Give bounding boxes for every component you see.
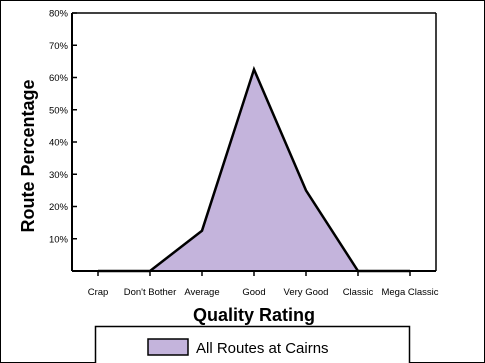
y-tick-label: 20%	[49, 202, 69, 213]
plot-area	[71, 12, 437, 273]
x-tick-label: Average	[184, 287, 219, 298]
y-tick-label: 80%	[49, 9, 69, 20]
y-tick-label: 70%	[49, 41, 69, 52]
legend-label: All Routes at Cairns	[196, 340, 329, 357]
y-tick-label: 40%	[49, 138, 69, 149]
y-tick-label: 30%	[49, 170, 69, 181]
x-tick-label: Very Good	[284, 287, 329, 298]
series-area-fill	[98, 69, 410, 271]
x-axis-ticks: Crap Don't Bother Average Good Very Good Clas…	[88, 271, 439, 298]
x-tick-label: Don't Bother	[124, 287, 177, 298]
y-tick-label: 10%	[49, 234, 69, 245]
x-axis-title: Quality Rating	[193, 305, 315, 325]
legend-swatch	[147, 338, 189, 356]
x-tick-label: Mega Classic	[381, 287, 438, 298]
y-axis-title: Route Percentage	[18, 79, 38, 232]
x-tick-label: Good	[242, 287, 265, 298]
x-tick-label: Crap	[88, 287, 109, 298]
y-axis-ticks: 10% 20% 30% 40% 50% 60% 70% 80%	[49, 9, 77, 245]
y-tick-label: 60%	[49, 73, 69, 84]
x-tick-label: Classic	[343, 287, 374, 298]
legend: All Routes at Cairns	[94, 325, 411, 363]
y-tick-label: 50%	[49, 105, 69, 116]
